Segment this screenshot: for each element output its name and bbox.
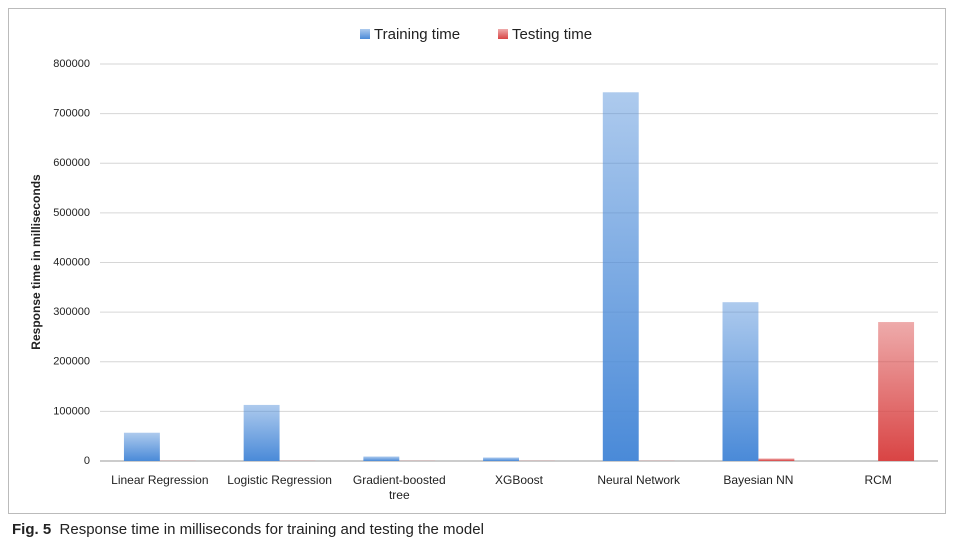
- y-tick-label: 100000: [53, 405, 90, 417]
- legend-swatch: [360, 29, 370, 39]
- bar: [878, 322, 915, 461]
- legend-swatch: [498, 29, 508, 39]
- y-tick-label: 400000: [53, 256, 90, 268]
- caption-label: Fig. 5: [12, 521, 52, 538]
- chart-frame: [8, 8, 946, 514]
- y-axis-title: Response time in milliseconds: [29, 174, 43, 350]
- bar: [722, 302, 759, 461]
- y-tick-label: 500000: [53, 207, 90, 219]
- bar: [483, 457, 519, 461]
- chart: Response time in milliseconds 0 100000 200…: [8, 8, 946, 514]
- x-tick-label: Bayesian NN: [723, 473, 794, 487]
- bar: [602, 92, 639, 461]
- bar: [363, 456, 400, 461]
- bar: [243, 404, 280, 461]
- caption: Fig. 5 Response time in milliseconds for…: [12, 521, 484, 538]
- x-tick-label: Neural Network: [597, 473, 681, 487]
- x-tick-label: Logistic Regression: [227, 473, 332, 487]
- legend-label: Training time: [374, 26, 460, 43]
- bar: [123, 432, 160, 461]
- x-tick-label: XGBoost: [494, 473, 544, 487]
- legend-label: Testing time: [512, 26, 592, 43]
- x-tick-label: RCM: [864, 473, 892, 487]
- y-tick-label: 0: [84, 455, 90, 467]
- bar: [758, 458, 795, 461]
- y-tick-label: 700000: [53, 108, 90, 120]
- x-tick-label: Gradient-boosted tree: [352, 473, 446, 502]
- y-tick-label: 800000: [53, 58, 90, 70]
- x-tick-label: Linear Regression: [111, 473, 209, 487]
- y-tick-label: 200000: [53, 356, 90, 368]
- y-tick-label: 300000: [53, 306, 90, 318]
- caption-text: Response time in milliseconds for traini…: [59, 521, 484, 538]
- y-tick-label: 600000: [53, 157, 90, 169]
